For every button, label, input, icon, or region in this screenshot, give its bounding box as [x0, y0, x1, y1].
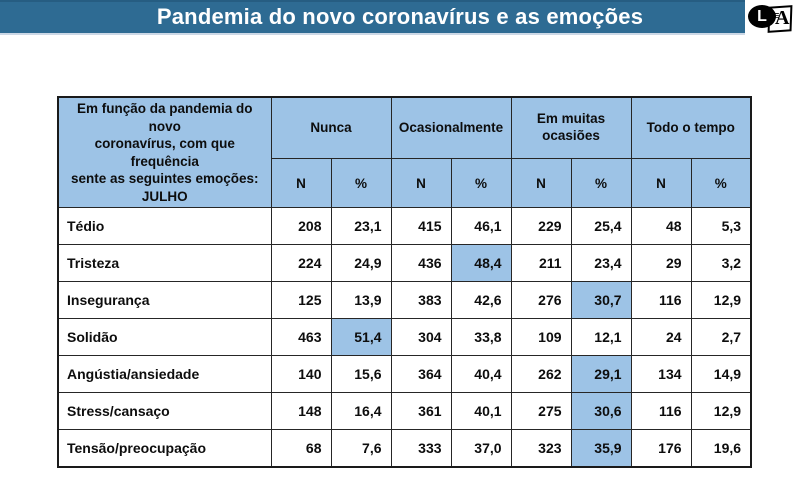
cell-value: 23,4	[570, 244, 632, 283]
cell-value: 40,4	[450, 355, 512, 394]
cell-value: 12,1	[570, 318, 632, 357]
row-label: Tensão/preocupação	[57, 429, 272, 468]
frequency-table: Em função da pandemia do novo coronavírus…	[57, 96, 753, 468]
corner-header-line: Em função da pandemia do novo	[76, 101, 253, 134]
cell-value-highlighted: 48,4	[450, 244, 512, 283]
subheader-percent: %	[330, 158, 392, 209]
cell-value: 116	[630, 392, 692, 431]
cell-value: 16,4	[330, 392, 392, 431]
cell-value: 12,9	[690, 281, 752, 320]
cell-value: 361	[390, 392, 452, 431]
subheader-n: N	[390, 158, 452, 209]
row-label: Insegurança	[57, 281, 272, 320]
cell-value: 415	[390, 207, 452, 246]
corner-header-line: sente as seguintes emoções:	[70, 171, 259, 187]
cell-value: 383	[390, 281, 452, 320]
title-bar-underline	[0, 33, 745, 35]
cell-value: 333	[390, 429, 452, 468]
row-label: Solidão	[57, 318, 272, 357]
cell-value: 3,2	[690, 244, 752, 283]
cell-value: 13,9	[330, 281, 392, 320]
cell-value: 176	[630, 429, 692, 468]
logo-lines-icon: ≡	[773, 10, 780, 22]
cell-value: 211	[510, 244, 572, 283]
column-group-nunca: Nunca	[270, 96, 392, 160]
cell-value: 25,4	[570, 207, 632, 246]
table-row-tedio: Tédio 208 23,1 415 46,1 229 25,4 48 5,3	[57, 207, 752, 246]
group-header-row: Em função da pandemia do novo coronavírus…	[57, 96, 752, 209]
cell-value: 148	[270, 392, 332, 431]
row-label: Angústia/ansiedade	[57, 355, 272, 394]
cell-value: 262	[510, 355, 572, 394]
cell-value: 24	[630, 318, 692, 357]
cell-value-highlighted: 30,7	[570, 281, 632, 320]
cell-value: 323	[510, 429, 572, 468]
cell-value: 125	[270, 281, 332, 320]
cell-value: 7,6	[330, 429, 392, 468]
table-row-stress-cansaco: Stress/cansaço 148 16,4 361 40,1 275 30,6 116 12…	[57, 392, 752, 431]
cell-value: 19,6	[690, 429, 752, 468]
cell-value: 304	[390, 318, 452, 357]
subheader-percent: %	[690, 158, 752, 209]
page-title: Pandemia do novo coronavírus e as emoçõe…	[156, 4, 644, 29]
cell-value-highlighted: 30,6	[570, 392, 632, 431]
logo-ellipse: L	[748, 5, 776, 28]
table-row-solidao: Solidão 463 51,4 304 33,8 109 12,1 24 2,7	[57, 318, 752, 357]
subheader-percent: %	[570, 158, 632, 209]
table-row-tristeza: Tristeza 224 24,9 436 48,4 211 23,4 29 3,2	[57, 244, 752, 283]
cell-value: 14,9	[690, 355, 752, 394]
logo-letter-a: A	[775, 7, 790, 29]
row-label: Stress/cansaço	[57, 392, 272, 431]
corner-header: Em função da pandemia do novo coronavírus…	[57, 96, 272, 209]
table-row-inseguranca: Insegurança 125 13,9 383 42,6 276 30,7 116 12,9	[57, 281, 752, 320]
cell-value: 12,9	[690, 392, 752, 431]
cell-value: 5,3	[690, 207, 752, 246]
cell-value: 276	[510, 281, 572, 320]
cell-value: 24,9	[330, 244, 392, 283]
cell-value: 463	[270, 318, 332, 357]
cell-value: 46,1	[450, 207, 512, 246]
cell-value: 40,1	[450, 392, 512, 431]
cell-value: 2,7	[690, 318, 752, 357]
cell-value: 436	[390, 244, 452, 283]
table-row-angustia-ansiedade: Angústia/ansiedade 140 15,6 364 40,4 262 29,1 1…	[57, 355, 752, 394]
cell-value: 23,1	[330, 207, 392, 246]
cell-value: 224	[270, 244, 332, 283]
subheader-n: N	[510, 158, 572, 209]
cell-value: 37,0	[450, 429, 512, 468]
cell-value: 229	[510, 207, 572, 246]
corner-header-line: coronavírus, com que frequência	[94, 136, 235, 169]
cell-value-highlighted: 51,4	[330, 318, 392, 357]
cell-value: 116	[630, 281, 692, 320]
cell-value: 109	[510, 318, 572, 357]
cell-value: 275	[510, 392, 572, 431]
cell-value: 42,6	[450, 281, 512, 320]
column-group-todo-o-tempo: Todo o tempo	[630, 96, 752, 160]
cell-value: 33,8	[450, 318, 512, 357]
column-group-ocasionalmente: Ocasionalmente	[390, 96, 512, 160]
cell-value: 15,6	[330, 355, 392, 394]
row-label: Tristeza	[57, 244, 272, 283]
corner-header-line: JULHO	[141, 188, 188, 204]
lea-logo: A L ≡	[748, 2, 796, 36]
cell-value: 29	[630, 244, 692, 283]
cell-value-highlighted: 29,1	[570, 355, 632, 394]
subheader-n: N	[630, 158, 692, 209]
cell-value-highlighted: 35,9	[570, 429, 632, 468]
title-bar	[0, 0, 745, 33]
cell-value: 48	[630, 207, 692, 246]
cell-value: 208	[270, 207, 332, 246]
cell-value: 68	[270, 429, 332, 468]
subheader-percent: %	[450, 158, 512, 209]
cell-value: 364	[390, 355, 452, 394]
table-row-tensao-preocupacao: Tensão/preocupação 68 7,6 333 37,0 323 35,9 176…	[57, 429, 752, 468]
column-group-em-muitas-ocasioes: Em muitas ocasiões	[510, 96, 632, 160]
row-label: Tédio	[57, 207, 272, 246]
cell-value: 140	[270, 355, 332, 394]
subheader-n: N	[270, 158, 332, 209]
cell-value: 134	[630, 355, 692, 394]
subheader-row: N% N% N% N%	[58, 158, 752, 209]
